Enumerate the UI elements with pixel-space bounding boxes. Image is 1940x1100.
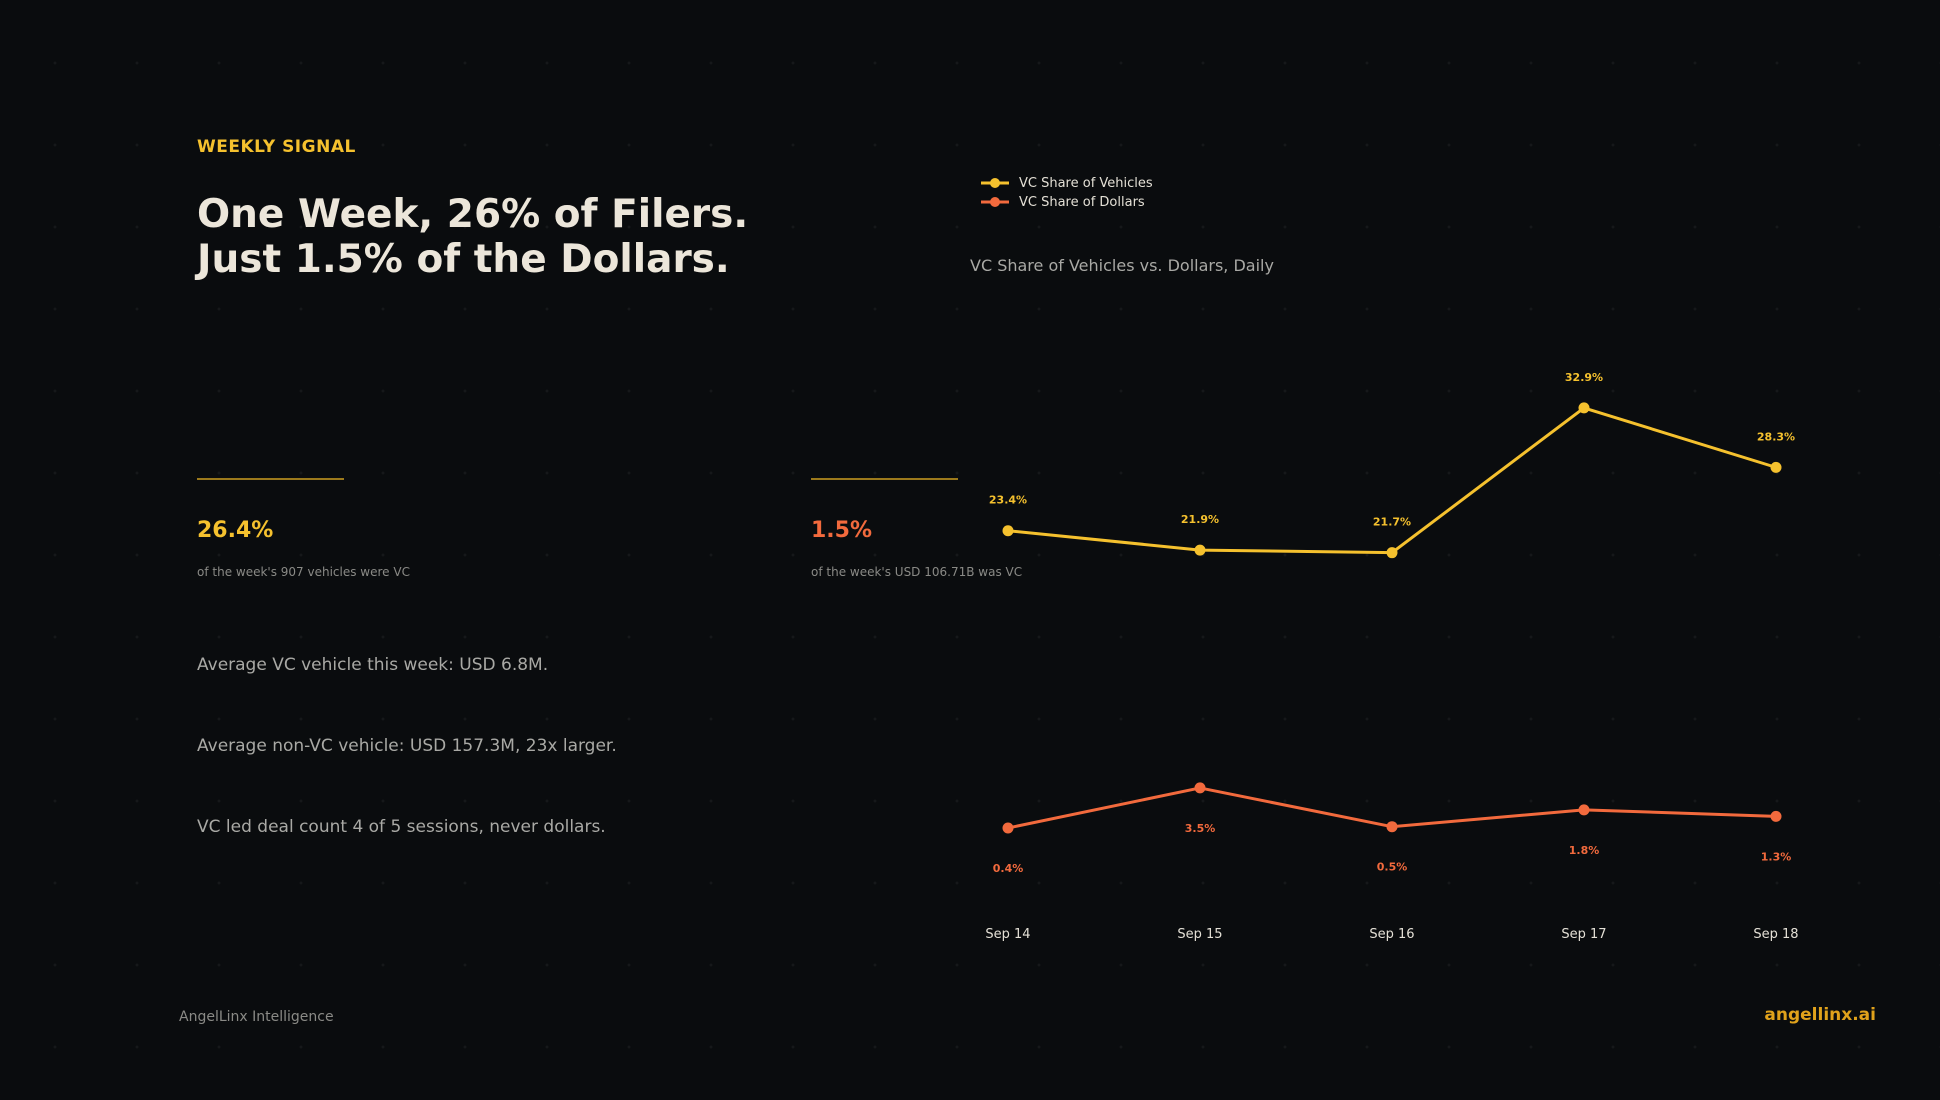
- stat-value-vehicles: 26.4%: [197, 518, 274, 543]
- page-title: One Week, 26% of Filers. Just 1.5% of th…: [197, 192, 748, 282]
- x-tick-label: Sep 17: [1561, 927, 1606, 942]
- footer-source: AngelLinx Intelligence: [179, 1009, 334, 1025]
- data-label: 23.4%: [989, 494, 1027, 507]
- headline-line-2: Just 1.5% of the Dollars.: [197, 237, 730, 282]
- data-point: [1194, 544, 1206, 556]
- data-point: [1578, 804, 1590, 816]
- stat-divider-1: [197, 478, 344, 480]
- data-point: [1002, 822, 1014, 834]
- data-point: [1386, 547, 1398, 559]
- data-label: 0.4%: [993, 862, 1024, 875]
- stat-caption-vehicles: of the week's 907 vehicles were VC: [197, 565, 410, 579]
- data-point: [1770, 810, 1782, 822]
- stat-divider-2: [811, 478, 958, 480]
- chart-legend: VC Share of Vehicles VC Share of Dollars: [981, 176, 1153, 210]
- stat-caption-dollars: of the week's USD 106.71B was VC: [811, 565, 1023, 579]
- plot-area: Sep 14 Sep 15 Sep 16 Sep 17 Sep 18 23.4% 21.9%…: [985, 371, 1798, 942]
- data-label: 0.5%: [1377, 861, 1408, 874]
- insight-1: Average VC vehicle this week: USD 6.8M.: [197, 655, 549, 675]
- eyebrow-label: WEEKLY SIGNAL: [197, 137, 356, 157]
- data-label: 3.5%: [1185, 822, 1216, 835]
- data-point: [1194, 782, 1206, 794]
- data-point: [1578, 402, 1590, 414]
- insight-3: VC led deal count 4 of 5 sessions, never…: [197, 817, 606, 837]
- x-tick-label: Sep 16: [1369, 927, 1414, 942]
- data-label: 21.7%: [1373, 516, 1411, 529]
- x-tick-label: Sep 18: [1753, 927, 1798, 942]
- legend-label-vehicles: VC Share of Vehicles: [1019, 176, 1153, 191]
- data-label: 1.3%: [1761, 850, 1792, 863]
- legend-marker-dollars: [990, 197, 1000, 207]
- chart-title: VC Share of Vehicles vs. Dollars, Daily: [970, 256, 1274, 275]
- stat-value-dollars: 1.5%: [811, 518, 873, 543]
- data-label: 32.9%: [1565, 371, 1603, 384]
- data-point: [1386, 821, 1398, 833]
- footer-brand: angellinx.ai: [1764, 1005, 1876, 1025]
- data-label: 28.3%: [1757, 430, 1795, 443]
- data-point: [1770, 461, 1782, 473]
- legend-label-dollars: VC Share of Dollars: [1019, 195, 1145, 210]
- series-line-vehicles: [1007, 406, 1777, 555]
- insight-2: Average non-VC vehicle: USD 157.3M, 23x …: [197, 736, 617, 756]
- x-tick-label: Sep 14: [985, 927, 1030, 942]
- legend-marker-vehicles: [990, 178, 1000, 188]
- data-label: 1.8%: [1569, 844, 1600, 857]
- data-label: 21.9%: [1181, 513, 1219, 526]
- x-tick-label: Sep 15: [1177, 927, 1222, 942]
- headline-line-1: One Week, 26% of Filers.: [197, 192, 749, 237]
- data-point: [1002, 525, 1014, 537]
